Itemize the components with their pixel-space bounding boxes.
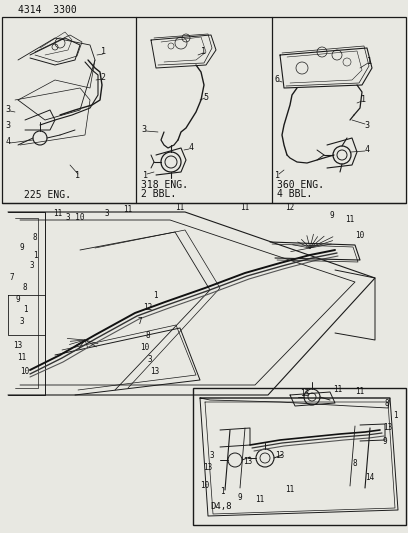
Text: 1: 1 [361,95,366,104]
Text: 1: 1 [23,305,27,314]
Text: 13: 13 [151,367,160,376]
Text: 9: 9 [16,295,20,304]
Text: 8: 8 [146,330,150,340]
Text: 360 ENG.: 360 ENG. [277,180,324,190]
Text: 14: 14 [366,472,375,481]
Text: 3: 3 [20,318,24,327]
Text: 4: 4 [364,146,370,155]
Text: 3: 3 [105,208,109,217]
Text: 1: 1 [275,171,279,180]
Text: 3 10: 3 10 [66,214,84,222]
Text: 3: 3 [5,120,11,130]
Text: 6: 6 [275,76,279,85]
Text: 7: 7 [137,318,142,327]
Text: 11: 11 [346,215,355,224]
Text: 5: 5 [204,93,208,101]
Text: 12: 12 [285,204,295,213]
Text: 1: 1 [75,171,80,180]
Text: 4: 4 [188,143,193,152]
Text: 11: 11 [255,496,265,505]
Text: 1: 1 [220,488,224,497]
Text: 13: 13 [300,389,310,398]
Text: 13: 13 [244,457,253,466]
Text: 1: 1 [100,47,106,56]
Text: 10: 10 [140,343,150,351]
Text: 4314  3300: 4314 3300 [18,5,77,15]
Text: 10: 10 [355,230,365,239]
Text: 10: 10 [200,481,210,489]
Text: 11: 11 [240,203,250,212]
Text: 8: 8 [353,459,357,469]
Text: 7: 7 [10,273,14,282]
Bar [193,388,406,525]
Text: 4: 4 [5,138,11,147]
Bar [2,17,406,203]
Text: 3: 3 [30,261,34,270]
Text: 1: 1 [368,58,373,67]
Text: 3: 3 [142,125,146,134]
Text: 11: 11 [285,486,295,495]
Text: 13: 13 [13,341,22,350]
Text: 12: 12 [143,303,153,312]
Text: 9: 9 [330,211,334,220]
Text: 3: 3 [364,120,370,130]
Text: 13: 13 [275,450,285,459]
Text: 11: 11 [333,385,343,394]
Text: 3: 3 [148,356,152,365]
Text: 8: 8 [33,233,37,243]
Text: 4 BBL.: 4 BBL. [277,189,312,199]
Text: 1: 1 [392,410,397,419]
Text: 11: 11 [355,387,365,397]
Text: 3: 3 [5,106,11,115]
Text: D4,8: D4,8 [210,502,231,511]
Text: 11: 11 [123,206,133,214]
Text: 11: 11 [175,203,185,212]
Text: 1: 1 [153,290,157,300]
Text: 2 BBL.: 2 BBL. [141,189,176,199]
Text: 1: 1 [142,171,148,180]
Text: 2: 2 [100,74,106,83]
Text: 9: 9 [238,492,242,502]
Text: 1: 1 [202,47,206,56]
Text: 13: 13 [203,464,213,472]
Text: 10: 10 [20,367,30,376]
Text: 11: 11 [53,208,62,217]
Text: 11: 11 [18,353,27,362]
Text: 9: 9 [20,244,24,253]
Text: 8: 8 [23,284,27,293]
Text: 1: 1 [33,251,37,260]
Text: 225 ENG.: 225 ENG. [24,190,71,200]
Text: 13: 13 [384,424,392,432]
Text: 9: 9 [383,438,387,447]
Text: 318 ENG.: 318 ENG. [141,180,188,190]
Text: 3: 3 [210,450,214,459]
Text: 8: 8 [385,399,389,408]
